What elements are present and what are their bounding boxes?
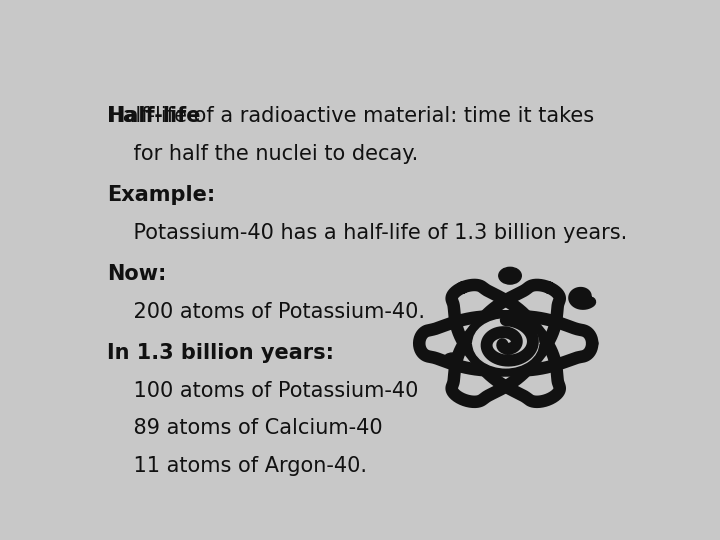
Text: Potassium-40 has a half-life of 1.3 billion years.: Potassium-40 has a half-life of 1.3 bill…: [107, 223, 627, 243]
Text: for half the nuclei to decay.: for half the nuclei to decay.: [107, 144, 418, 164]
Text: 100 atoms of Potassium-40: 100 atoms of Potassium-40: [107, 381, 418, 401]
Text: 89 atoms of Calcium-40: 89 atoms of Calcium-40: [107, 418, 382, 438]
Text: 200 atoms of Potassium-40.: 200 atoms of Potassium-40.: [107, 302, 425, 322]
Circle shape: [473, 319, 539, 368]
Circle shape: [444, 353, 461, 366]
Text: Half-life of a radioactive material: time it takes: Half-life of a radioactive material: tim…: [107, 106, 594, 126]
Circle shape: [499, 267, 521, 284]
Text: Half-life: Half-life: [107, 106, 200, 126]
Text: 11 atoms of Argon-40.: 11 atoms of Argon-40.: [107, 456, 366, 476]
Text: In 1.3 billion years:: In 1.3 billion years:: [107, 343, 334, 363]
Text: Example:: Example:: [107, 185, 215, 205]
Text: Now:: Now:: [107, 265, 166, 285]
